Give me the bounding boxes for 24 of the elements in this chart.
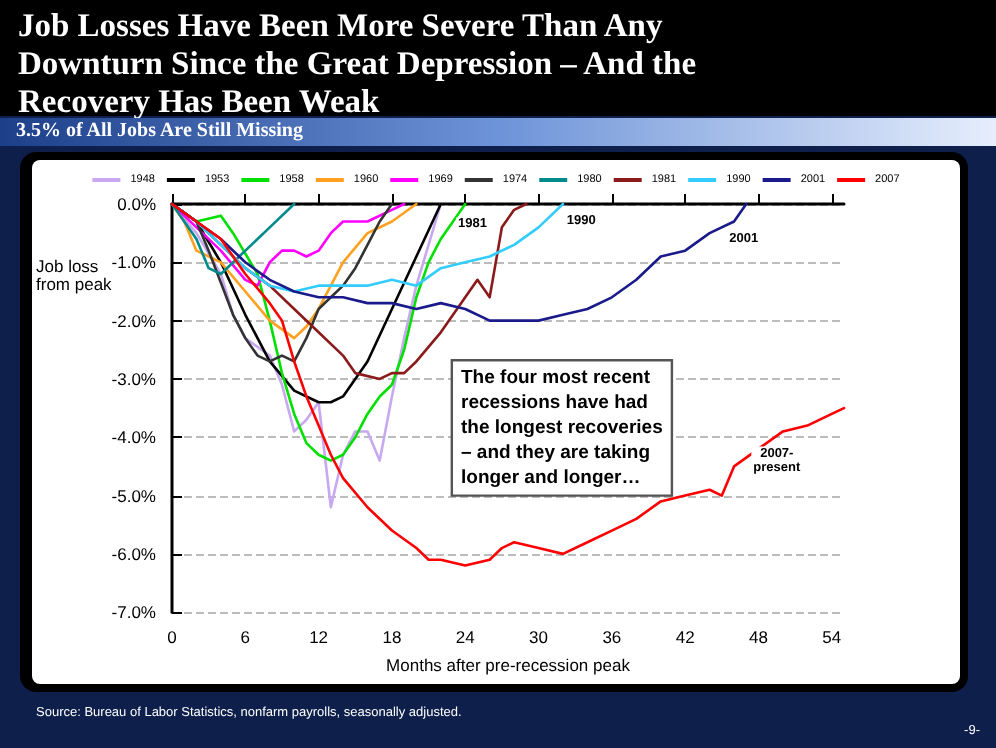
- chart-subtitle: 3.5% of All Jobs Are Still Missing: [0, 118, 996, 146]
- x-tick-label: 48: [749, 627, 769, 648]
- x-tick-label: 42: [675, 627, 696, 648]
- x-tick-label: 30: [529, 627, 549, 648]
- x-tick-label: 6: [240, 627, 251, 648]
- annotation: The four most recent recessions have had the longest recoveries – and they are taking longer and longer…: [461, 366, 663, 489]
- y-tick-label: -4.0%: [111, 427, 157, 448]
- chart-title: Job Losses Have Been More Severe Than Any Downturn Since the Great Depression – And the Recovery Has Been Weak: [18, 6, 698, 120]
- y-tick-label: -1.0%: [111, 252, 157, 273]
- x-tick-label: 54: [822, 627, 842, 648]
- x-tick-label: 12: [309, 627, 329, 648]
- x-tick-label: 18: [382, 627, 402, 648]
- y-tick-label: 0.0%: [117, 194, 157, 214]
- x-tick-label: 36: [602, 627, 622, 648]
- line-series: [170, 202, 296, 276]
- x-tick-label: 24: [455, 627, 476, 648]
- x-axis-title: Months after pre-recession peak: [386, 655, 632, 675]
- y-axis-title: Job loss from peak: [36, 256, 114, 295]
- y-tick-label: -6.0%: [111, 543, 157, 564]
- y-tick-label: -7.0%: [111, 602, 157, 623]
- x-tick-label: 0: [167, 627, 178, 648]
- y-tick-label: -5.0%: [111, 485, 157, 506]
- y-tick-label: -2.0%: [111, 310, 157, 331]
- y-tick-label: -3.0%: [111, 368, 157, 389]
